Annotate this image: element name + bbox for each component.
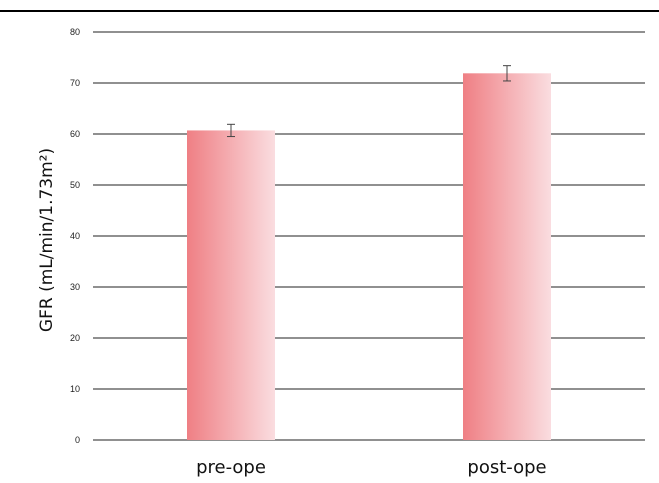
- error-bar-post-ope: [503, 65, 511, 82]
- y-tick-label-50: 50: [70, 180, 80, 190]
- bar-pre-ope: [187, 130, 275, 440]
- y-tick-label-0: 0: [75, 435, 80, 445]
- x-category-label-post-ope: post-ope: [467, 457, 546, 478]
- bar-post-ope: [463, 73, 551, 440]
- error-bar-pre-ope: [227, 123, 235, 138]
- y-axis-title: GFR (mL∕min∕1.73m²): [37, 148, 57, 332]
- x-axis-categories: pre-ope post-ope: [196, 457, 547, 478]
- y-tick-label-30: 30: [70, 282, 80, 292]
- error-bars: [227, 65, 511, 138]
- y-axis-ticks: 0 10 20 30 40 50 60 70 80: [70, 27, 80, 445]
- bars: [187, 73, 551, 440]
- y-tick-label-70: 70: [70, 78, 80, 88]
- y-tick-label-40: 40: [70, 231, 80, 241]
- x-category-label-pre-ope: pre-ope: [196, 457, 266, 478]
- gridlines: [93, 31, 645, 441]
- y-tick-label-60: 60: [70, 129, 80, 139]
- y-tick-label-80: 80: [70, 27, 80, 37]
- y-tick-label-10: 10: [70, 384, 80, 394]
- y-tick-label-20: 20: [70, 333, 80, 343]
